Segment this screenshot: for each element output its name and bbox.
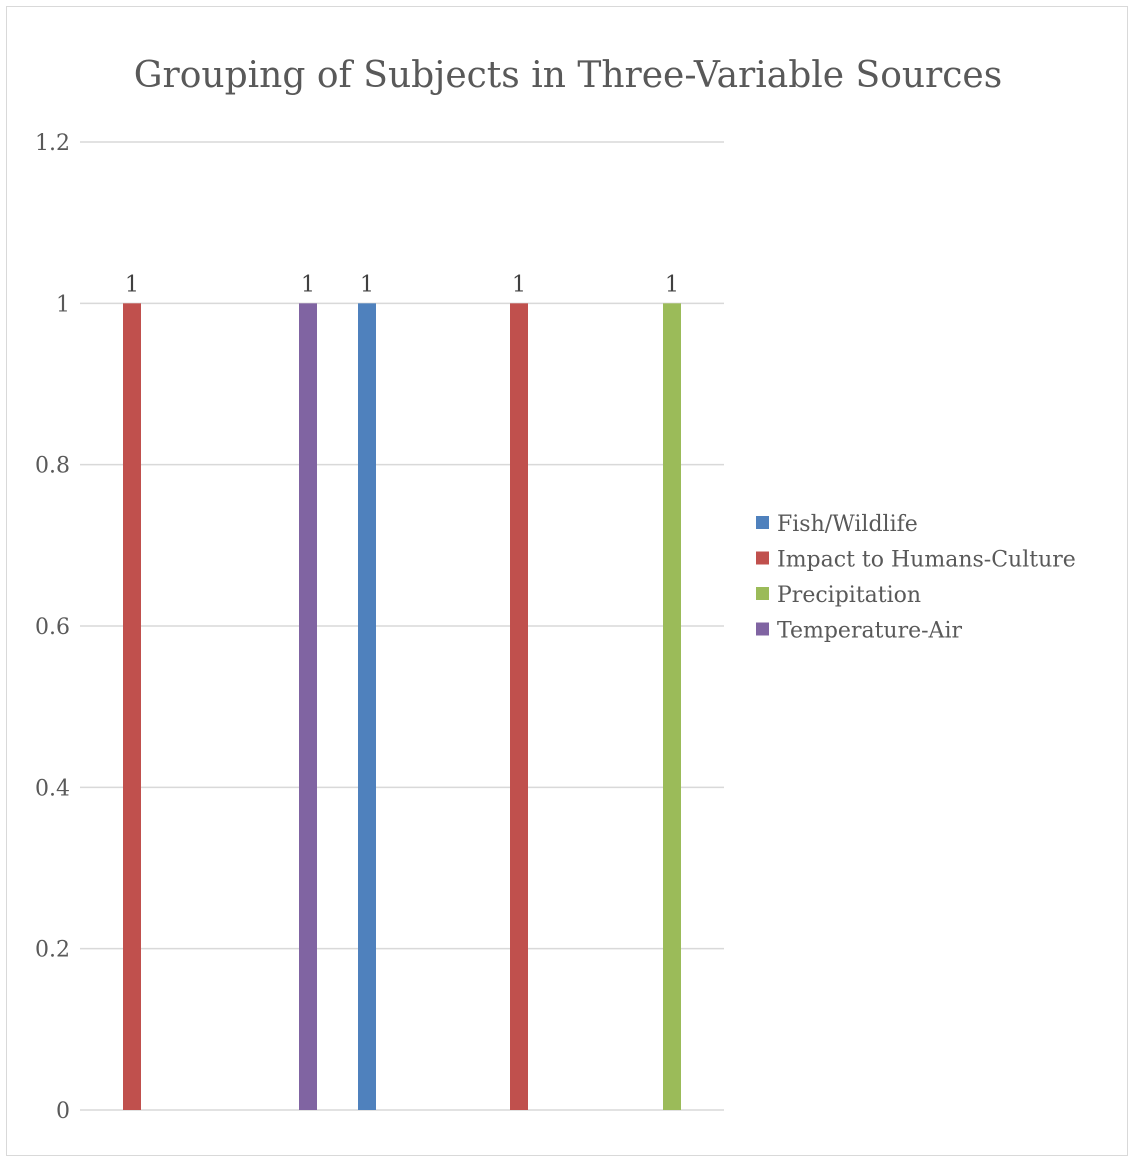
data-label: 1 — [301, 272, 315, 297]
y-tick-label: 0 — [56, 1099, 70, 1124]
bar — [299, 303, 317, 1110]
y-tick-label: 0.2 — [35, 938, 70, 963]
bar — [663, 303, 681, 1110]
y-tick-label: 0.8 — [35, 454, 70, 479]
data-label: 1 — [360, 272, 374, 297]
legend-swatch — [756, 551, 769, 565]
y-axis-ticks: 0 0.2 0.4 0.6 0.8 1 1.2 — [35, 131, 70, 1124]
y-tick-label: 1 — [56, 292, 70, 317]
legend-label: Impact to Humans-Culture — [777, 548, 1076, 573]
gridlines — [80, 141, 724, 1111]
y-tick-label: 0.4 — [35, 776, 70, 801]
bar — [358, 303, 376, 1110]
legend: Fish/Wildlife Impact to Humans-Culture Pre… — [756, 512, 1076, 644]
bar — [123, 303, 141, 1110]
legend-label: Fish/Wildlife — [777, 512, 918, 537]
legend-label: Precipitation — [777, 583, 921, 608]
chart-title: Grouping of Subjects in Three-Variable S… — [134, 55, 1002, 96]
legend-swatch — [756, 622, 769, 636]
data-label: 1 — [125, 272, 139, 297]
chart-frame — [6, 6, 1128, 1156]
data-label: 1 — [512, 272, 526, 297]
legend-swatch — [756, 587, 769, 600]
data-label: 1 — [665, 272, 679, 297]
y-tick-label: 1.2 — [35, 131, 70, 156]
legend-label: Temperature-Air — [777, 619, 962, 644]
bar — [510, 303, 528, 1110]
data-labels: 1 1 1 1 1 — [125, 272, 679, 297]
y-tick-label: 0.6 — [35, 615, 70, 640]
bars — [123, 303, 681, 1110]
legend-swatch — [756, 516, 769, 529]
